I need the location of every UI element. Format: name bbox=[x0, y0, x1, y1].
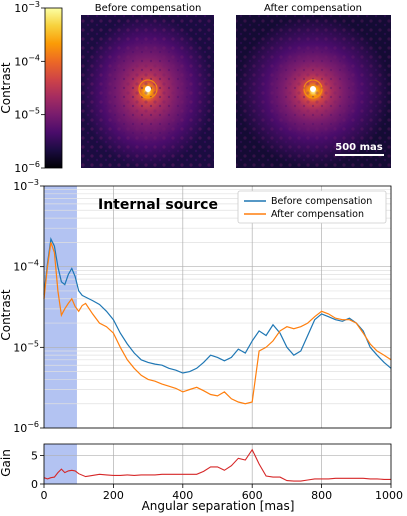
y-tick-label: 10−3 bbox=[13, 178, 39, 193]
y-tick-label: 10−4 bbox=[13, 259, 39, 274]
colorbar-gradient bbox=[44, 7, 63, 169]
x-axis-label: Angular separation [mas] bbox=[142, 499, 295, 513]
y-tick-label: 10−5 bbox=[13, 339, 39, 354]
psf-ring-after bbox=[303, 79, 323, 99]
legend-box bbox=[237, 190, 387, 224]
x-tick-label: 800 bbox=[311, 489, 332, 502]
contrast-plot: 10−6 10−5 10−4 10−3 Contrast Internal sourc… bbox=[0, 178, 392, 435]
image-after: After compensation 500 mas bbox=[236, 3, 391, 168]
gain-y-axis-label: Gain bbox=[0, 449, 13, 477]
colorbar: 10−3 10−4 10−5 10−6 Contrast bbox=[0, 0, 63, 175]
gain-y-tick-label: 5 bbox=[31, 449, 38, 462]
image-after-title: After compensation bbox=[264, 3, 362, 14]
gain-series-line bbox=[43, 448, 391, 482]
x-tick-label: 600 bbox=[242, 489, 263, 502]
colorbar-tick-label: 10−4 bbox=[14, 53, 40, 68]
colorbar-tick-label: 10−5 bbox=[14, 107, 40, 122]
series-layer bbox=[43, 236, 392, 405]
y-tick-label: 10−6 bbox=[13, 420, 39, 435]
image-before: Before compensation bbox=[81, 3, 214, 168]
image-before-title: Before compensation bbox=[95, 3, 202, 14]
legend-label-before: Before compensation bbox=[271, 196, 372, 207]
legend-label-after: After compensation bbox=[271, 209, 364, 220]
psf-core-after bbox=[310, 86, 316, 92]
chart-title: Internal source bbox=[98, 197, 218, 213]
colorbar-tick-label: 10−3 bbox=[14, 0, 40, 15]
psf-core-before bbox=[145, 86, 151, 92]
x-axis-ticks: 0 200 400 600 800 1000 bbox=[41, 484, 403, 502]
gain-plot-frame bbox=[43, 443, 392, 485]
colorbar-label: Contrast bbox=[0, 62, 13, 114]
legend: Before compensation After compensation bbox=[237, 190, 387, 224]
x-tick-label: 1000 bbox=[375, 489, 403, 502]
series-line-before bbox=[43, 236, 392, 374]
x-tick-label: 0 bbox=[41, 489, 48, 502]
series-line-after bbox=[43, 242, 392, 405]
gain-plot: 05 0 200 400 600 800 1000 Gain Angular separa… bbox=[0, 443, 403, 513]
gain-shaded-region bbox=[44, 444, 77, 484]
x-tick-label: 200 bbox=[103, 489, 124, 502]
plot-frame bbox=[43, 185, 392, 429]
y-axis-label: Contrast bbox=[0, 289, 13, 341]
x-tick-label: 400 bbox=[172, 489, 193, 502]
colorbar-tick-label: 10−6 bbox=[14, 160, 40, 175]
y-axis-ticks: 10−6 10−5 10−4 10−3 bbox=[13, 178, 44, 435]
colorbar-ticks: 10−3 10−4 10−5 10−6 bbox=[14, 0, 45, 175]
psf-ring-before bbox=[138, 79, 158, 99]
gain-y-axis-ticks: 05 bbox=[31, 449, 44, 491]
gain-y-tick-label: 0 bbox=[31, 478, 38, 491]
scale-bar-label: 500 mas bbox=[335, 142, 383, 153]
gain-series-layer bbox=[43, 448, 391, 482]
